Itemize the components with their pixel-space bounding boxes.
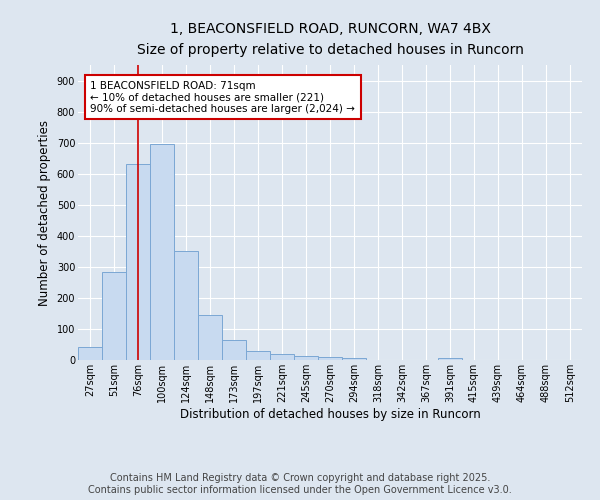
Bar xyxy=(318,357,342,360)
Bar xyxy=(102,272,126,360)
Y-axis label: Number of detached properties: Number of detached properties xyxy=(38,120,51,306)
Text: Contains HM Land Registry data © Crown copyright and database right 2025.
Contai: Contains HM Land Registry data © Crown c… xyxy=(88,474,512,495)
Bar xyxy=(342,358,366,360)
Bar xyxy=(270,354,294,360)
Bar xyxy=(246,350,270,360)
Bar xyxy=(438,358,462,360)
Bar xyxy=(294,356,318,360)
Bar xyxy=(198,315,222,360)
Bar xyxy=(78,346,102,360)
Text: 1 BEACONSFIELD ROAD: 71sqm
← 10% of detached houses are smaller (221)
90% of sem: 1 BEACONSFIELD ROAD: 71sqm ← 10% of deta… xyxy=(91,80,355,114)
Title: 1, BEACONSFIELD ROAD, RUNCORN, WA7 4BX
Size of property relative to detached hou: 1, BEACONSFIELD ROAD, RUNCORN, WA7 4BX S… xyxy=(137,22,523,57)
X-axis label: Distribution of detached houses by size in Runcorn: Distribution of detached houses by size … xyxy=(179,408,481,420)
Bar xyxy=(150,144,174,360)
Bar xyxy=(174,252,198,360)
Bar xyxy=(126,164,150,360)
Bar xyxy=(222,340,246,360)
